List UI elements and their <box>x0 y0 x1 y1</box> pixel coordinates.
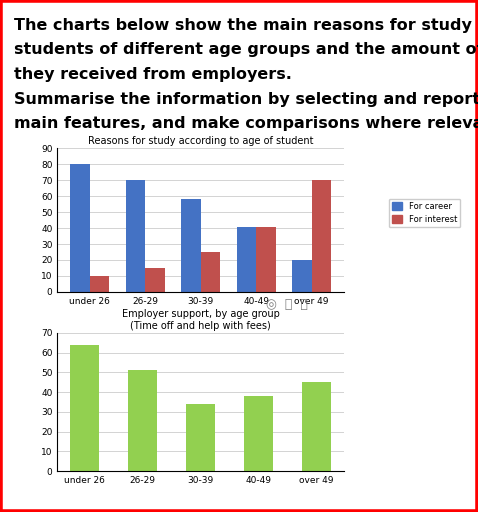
Bar <box>237 226 256 292</box>
Title: Reasons for study according to age of student: Reasons for study according to age of st… <box>88 136 314 146</box>
Bar <box>128 370 157 471</box>
Bar <box>90 276 109 292</box>
Bar <box>302 382 331 471</box>
Bar <box>126 180 145 292</box>
Text: they received from employers.: they received from employers. <box>14 67 292 82</box>
Bar <box>244 396 273 471</box>
Bar <box>145 268 165 292</box>
Legend: For career, For interest: For career, For interest <box>389 199 460 227</box>
Title: Employer support, by age group
(Time off and help with fees): Employer support, by age group (Time off… <box>122 309 280 331</box>
Bar <box>70 345 99 471</box>
Bar <box>186 404 215 471</box>
Bar <box>292 260 312 292</box>
Text: Summarise the information by selecting and reporting the: Summarise the information by selecting a… <box>14 92 478 106</box>
Bar <box>256 226 276 292</box>
Text: students of different age groups and the amount of support: students of different age groups and the… <box>14 42 478 57</box>
Text: main features, and make comparisons where relevant.: main features, and make comparisons wher… <box>14 116 478 131</box>
Bar <box>201 252 220 292</box>
Text: The charts below show the main reasons for study among: The charts below show the main reasons f… <box>14 18 478 33</box>
Text: ◎  🔍  🔍: ◎ 🔍 🔍 <box>266 298 308 311</box>
Bar <box>312 180 331 292</box>
Bar <box>181 200 201 292</box>
Bar <box>70 164 90 292</box>
